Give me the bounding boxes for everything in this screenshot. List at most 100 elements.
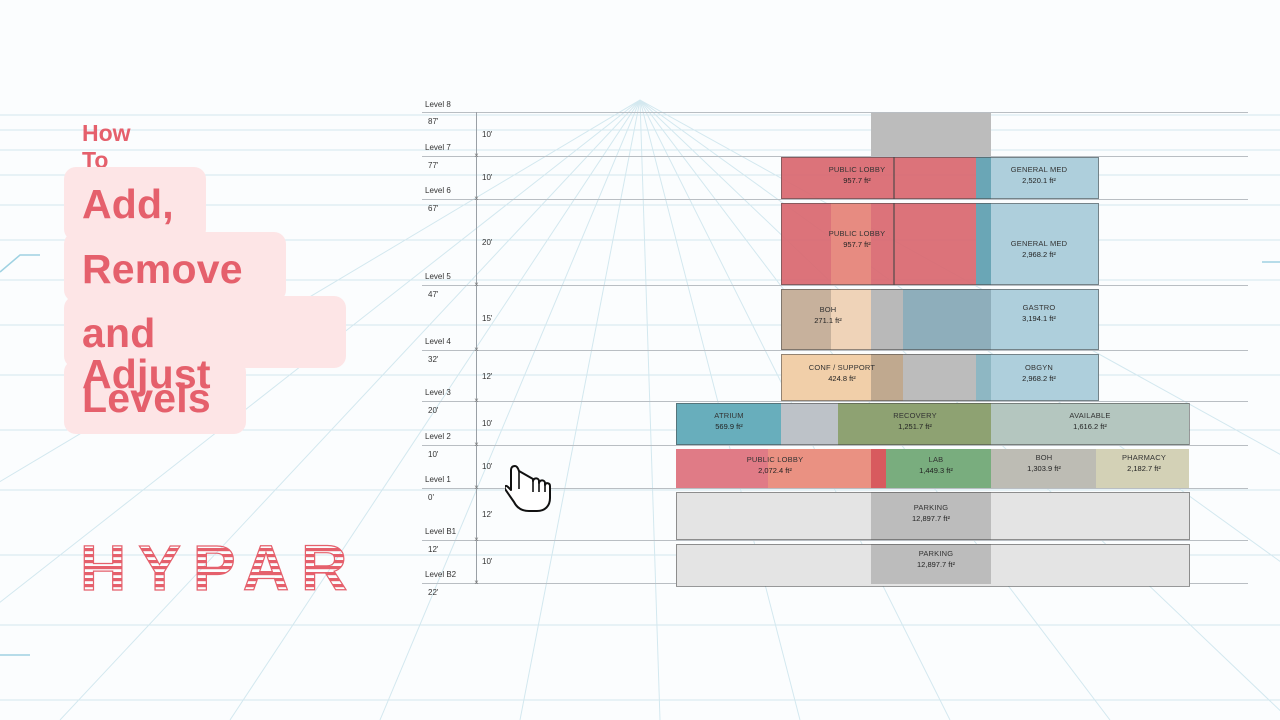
dimension-tick: × <box>474 483 479 492</box>
space-block-gray <box>903 354 977 401</box>
level-name[interactable]: Level B2 <box>425 570 457 579</box>
space-label: RECOVERY 1,251.7 ft² <box>893 411 937 431</box>
level-line-4 <box>422 350 1248 351</box>
level-height: 10' <box>482 130 493 139</box>
title-pill-3 <box>64 296 346 368</box>
space-block-lab[interactable] <box>886 449 992 488</box>
space-block-lobby-light <box>831 203 871 285</box>
space-block-boh-light <box>831 289 871 350</box>
level-elevation: 32' <box>428 355 439 364</box>
level-height: 20' <box>482 238 493 247</box>
space-label: PARKING 12,897.7 ft² <box>912 503 950 523</box>
level-line-8 <box>422 112 1248 113</box>
space-block-gastro-dark <box>903 289 991 350</box>
logo-text: HYPAR <box>80 536 350 594</box>
pointer-hand-icon <box>505 465 551 512</box>
level-height: 10' <box>482 557 493 566</box>
space-outline <box>781 203 1099 285</box>
level-line-5 <box>422 285 1248 286</box>
space-block-boh[interactable] <box>991 449 1097 488</box>
how-to-label: How To <box>82 120 131 173</box>
space-label: LAB 1,449.3 ft² <box>919 455 953 475</box>
space-divider <box>893 157 895 199</box>
title-line-4: Levels <box>82 375 211 421</box>
space-label: GASTRO 3,194.1 ft² <box>1022 303 1056 323</box>
space-label: BOH 1,303.9 ft² <box>1027 453 1061 473</box>
level-name[interactable]: Level 2 <box>425 432 451 441</box>
space-divider <box>893 203 895 285</box>
level-line-6 <box>422 199 1248 200</box>
dimension-tick: × <box>474 396 479 405</box>
space-label: PUBLIC LOBBY 957.7 ft² <box>828 165 886 185</box>
level-elevation: 67' <box>428 204 439 213</box>
level-height: 15' <box>482 314 493 323</box>
space-outline <box>676 492 1190 540</box>
title-pill-1 <box>64 167 206 241</box>
space-block-gray <box>781 403 839 445</box>
space-block-gastro[interactable] <box>991 289 1099 350</box>
space-block-general-med[interactable] <box>991 157 1099 199</box>
space-block-core <box>871 544 991 584</box>
space-label: ATRIUM 569.9 ft² <box>714 411 744 431</box>
level-name[interactable]: Level 1 <box>425 475 451 484</box>
level-elevation: 22' <box>428 588 439 597</box>
dimension-tick: × <box>474 280 479 289</box>
level-name[interactable]: Level 7 <box>425 143 451 152</box>
level-height: 12' <box>482 372 493 381</box>
dimension-tick: × <box>474 345 479 354</box>
dimension-tick: × <box>474 578 479 587</box>
dimension-tick: × <box>474 440 479 449</box>
space-block-teal-strip <box>976 203 992 285</box>
space-block-core <box>871 492 991 540</box>
space-block-core <box>871 289 903 350</box>
space-block-teal-strip <box>976 354 992 401</box>
level-line-1 <box>422 488 1248 489</box>
hypar-logo: HYPAR <box>80 536 350 594</box>
level-height: 10' <box>482 462 493 471</box>
level-name[interactable]: Level B1 <box>425 527 457 536</box>
space-label: OBGYN 2,968.2 ft² <box>1022 363 1056 383</box>
level-height: 10' <box>482 419 493 428</box>
space-block-core <box>871 354 903 401</box>
space-label: PARKING 12,897.7 ft² <box>917 549 955 569</box>
space-label: AVAILABLE 1,616.2 ft² <box>1069 411 1111 431</box>
space-label: CONF / SUPPORT 424.8 ft² <box>808 363 876 383</box>
space-block-teal-strip <box>976 157 992 199</box>
level-name[interactable]: Level 3 <box>425 388 451 397</box>
title-line-1: Add, <box>82 181 174 227</box>
space-block-pharmacy[interactable] <box>1096 449 1189 488</box>
level-line-2 <box>422 445 1248 446</box>
space-outline <box>781 289 1099 350</box>
level-line-7 <box>422 156 1248 157</box>
space-block-public-lobby[interactable] <box>781 203 977 285</box>
space-outline <box>676 544 1190 587</box>
level-name[interactable]: Level 6 <box>425 186 451 195</box>
level-elevation: 77' <box>428 161 439 170</box>
space-block-recovery[interactable] <box>838 403 992 445</box>
level-elevation: 12' <box>428 545 439 554</box>
title-line-3: and Adjust <box>82 310 211 397</box>
space-block-general-med[interactable] <box>991 203 1099 285</box>
space-block-available[interactable] <box>991 403 1189 445</box>
space-label: PUBLIC LOBBY 2,072.4 ft² <box>746 455 804 475</box>
title-pill-2 <box>64 232 286 302</box>
level-elevation: 47' <box>428 290 439 299</box>
level-name[interactable]: Level 5 <box>425 272 451 281</box>
space-outline <box>781 354 1099 401</box>
space-block-obgyn[interactable] <box>991 354 1099 401</box>
level-height: 12' <box>482 510 493 519</box>
space-block-lobby-light <box>768 449 872 488</box>
dimension-tick: × <box>474 151 479 160</box>
space-block-atrium[interactable] <box>676 403 782 445</box>
title-line-2: Remove <box>82 246 243 292</box>
space-block-public-lobby[interactable] <box>781 157 977 199</box>
level-name[interactable]: Level 8 <box>425 100 451 109</box>
dimension-line <box>476 112 477 584</box>
level-name[interactable]: Level 4 <box>425 337 451 346</box>
volume-core <box>871 113 991 156</box>
dimension-tick: × <box>474 535 479 544</box>
space-label: GENERAL MED 2,968.2 ft² <box>1010 239 1068 259</box>
space-label: GENERAL MED 2,520.1 ft² <box>1010 165 1068 185</box>
space-block-lobby-dark <box>871 449 887 488</box>
level-elevation: 0' <box>428 493 434 502</box>
